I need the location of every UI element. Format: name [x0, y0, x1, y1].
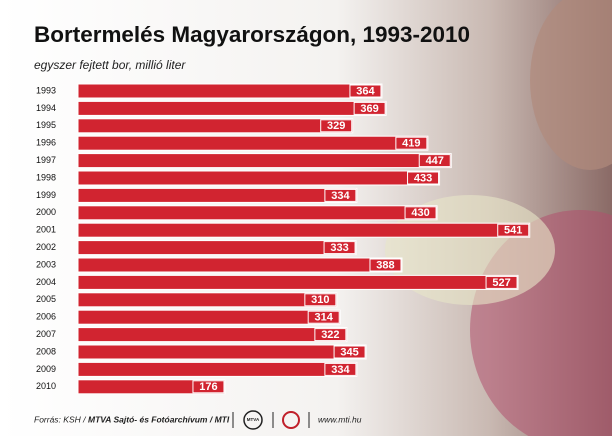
bar	[77, 274, 519, 290]
value-label-box	[349, 84, 382, 98]
bar	[77, 257, 403, 273]
y-tick-label: 1999	[36, 190, 56, 200]
value-label-box	[323, 241, 356, 255]
bar	[77, 379, 226, 395]
bar	[77, 170, 441, 186]
bar	[77, 327, 348, 343]
y-tick-label: 2002	[36, 242, 56, 252]
logo-circle	[243, 410, 263, 430]
value-label: 433	[414, 172, 432, 184]
y-tick-label: 2007	[36, 329, 56, 339]
y-tick-label: 2005	[36, 294, 56, 304]
value-label: 541	[504, 225, 522, 237]
y-tick-label: 1993	[36, 85, 56, 95]
y-tick-label: 2001	[36, 225, 56, 235]
value-label: 333	[330, 242, 348, 254]
y-tick-label: 2000	[36, 207, 56, 217]
value-label: 447	[426, 155, 444, 167]
bar	[77, 205, 438, 221]
value-label: 419	[402, 138, 420, 150]
bar	[77, 135, 429, 151]
value-label: 334	[331, 190, 350, 202]
bars: 1993 364 1994 369 1995 329 1996 419 1997 447 1998 4…	[36, 83, 531, 395]
value-label: 314	[315, 312, 334, 324]
value-label: 388	[376, 259, 394, 271]
y-tick-label: 1994	[36, 103, 56, 113]
website: www.mti.hu	[318, 414, 362, 424]
value-label-box	[407, 171, 440, 185]
bar	[77, 118, 354, 134]
value-label: 310	[311, 294, 329, 306]
y-tick-label: 1998	[36, 172, 56, 182]
value-label-box	[324, 362, 357, 376]
logo-text: MTVA	[247, 417, 260, 422]
value-label: 364	[356, 85, 375, 97]
value-label: 527	[492, 277, 510, 289]
value-label-box	[404, 206, 437, 220]
bar	[77, 83, 383, 99]
source: Forrás: KSH /	[34, 414, 87, 424]
value-label-box	[353, 101, 386, 115]
value-label-box	[395, 136, 428, 150]
bar	[77, 344, 367, 360]
value-label: 322	[321, 329, 339, 341]
value-label-box	[324, 188, 357, 202]
bar	[77, 100, 387, 116]
face-photo	[530, 0, 612, 170]
value-label-box	[418, 154, 451, 168]
value-label-box	[314, 328, 347, 342]
value-label-box	[369, 258, 402, 272]
y-tick-label: 2003	[36, 259, 56, 269]
value-label: 345	[340, 346, 358, 358]
chart-title: Bortermelés Magyarországon, 1993-2010	[34, 22, 470, 47]
y-tick-label: 1996	[36, 138, 56, 148]
value-label-box	[192, 380, 225, 394]
value-label: 430	[411, 207, 429, 219]
value-label-box	[304, 293, 337, 307]
bar	[77, 187, 358, 203]
value-label-box	[307, 310, 340, 324]
y-tick-label: 1995	[36, 120, 56, 130]
value-label: 334	[331, 364, 350, 376]
y-tick-label: 2004	[36, 277, 56, 287]
bar	[77, 361, 358, 377]
bar	[77, 240, 357, 256]
bar	[77, 222, 531, 238]
chart-subtitle: egyszer fejtett bor, millió liter	[34, 58, 186, 72]
y-tick-label: 1997	[36, 155, 56, 165]
value-label: 176	[199, 381, 217, 393]
y-tick-label: 2008	[36, 346, 56, 356]
value-label-box	[320, 119, 353, 133]
y-tick-label: 2009	[36, 364, 56, 374]
value-label-box	[497, 223, 530, 237]
value-label-box	[485, 275, 518, 289]
value-label-box	[333, 345, 366, 359]
mti-logo	[282, 411, 300, 429]
bar	[77, 309, 341, 325]
source-bold: MTVA Sajtó- és Fotóarchívum / MTI	[88, 414, 230, 424]
value-label: 329	[327, 120, 345, 132]
bar	[77, 292, 338, 308]
bar	[77, 153, 452, 169]
value-label: 369	[360, 103, 378, 115]
y-tick-label: 2006	[36, 312, 56, 322]
y-tick-label: 2010	[36, 381, 56, 391]
